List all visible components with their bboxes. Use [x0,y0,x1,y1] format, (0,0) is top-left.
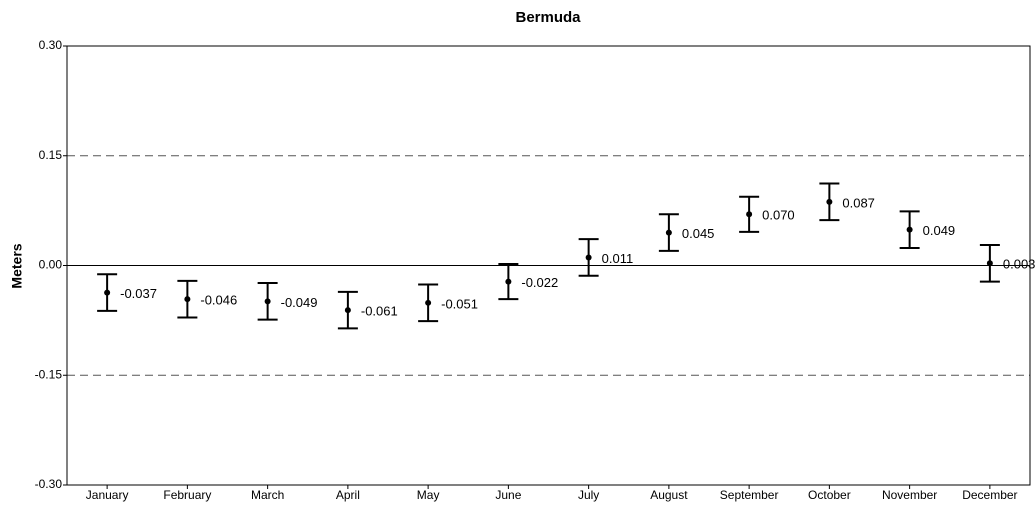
value-label: 0.087 [842,195,875,210]
mean-point [344,307,351,314]
x-tick-label: October [808,488,851,502]
mean-point [184,296,191,303]
x-tick-label: March [251,488,284,502]
value-label: -0.046 [200,293,237,308]
value-label: 0.049 [923,223,956,238]
mean-point [505,278,512,285]
mean-point [665,229,672,236]
x-tick-label: December [962,488,1017,502]
value-label: -0.051 [441,296,478,311]
mean-point [104,289,111,296]
x-tick-label: January [86,488,129,502]
mean-point [425,299,432,306]
value-label: 0.003 [1003,257,1036,272]
y-tick-label: 0.30 [39,38,63,52]
value-label: 0.045 [682,226,715,241]
x-tick-label: June [495,488,521,502]
y-tick-label: -0.15 [35,367,63,381]
value-label: 0.070 [762,208,795,223]
mean-point [906,226,913,233]
x-tick-label: September [720,488,779,502]
y-tick-label: -0.30 [35,477,63,491]
y-tick-label: 0.15 [39,148,63,162]
x-tick-label: July [578,488,599,502]
y-tick-label: 0.00 [39,258,63,272]
value-label: -0.037 [120,286,157,301]
x-tick-label: April [336,488,360,502]
value-label: -0.049 [281,295,318,310]
mean-point [826,198,833,205]
mean-point [585,254,592,261]
plot-frame [66,45,1031,486]
x-tick-label: August [650,488,688,502]
mean-point [264,298,271,305]
x-tick-label: February [163,488,211,502]
value-label: 0.011 [602,251,634,266]
x-tick-label: November [882,488,937,502]
mean-point [746,211,753,218]
mean-point [986,260,993,267]
value-label: -0.022 [521,275,558,290]
x-tick-label: May [417,488,440,502]
y-axis-label: Meters [9,243,25,288]
value-label: -0.061 [361,304,398,319]
chart-title: Bermuda [515,9,581,26]
